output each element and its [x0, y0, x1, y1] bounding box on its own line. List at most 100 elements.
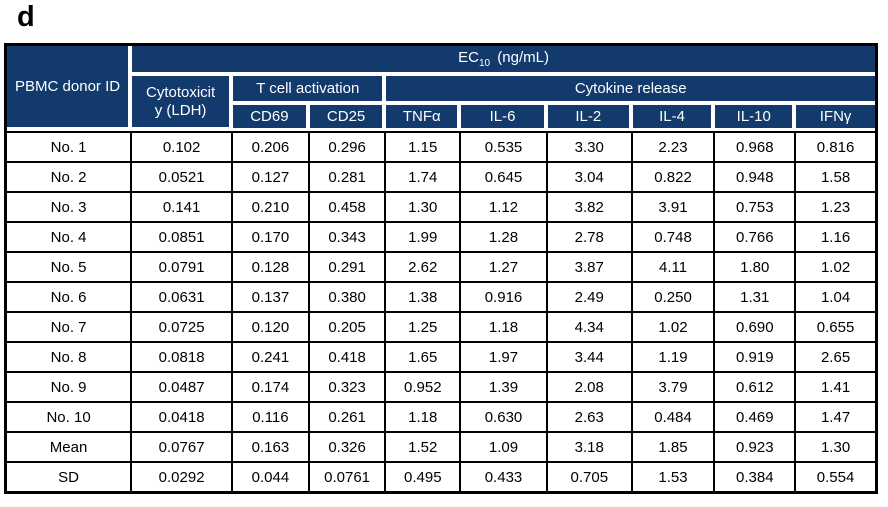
value-cell: 0.968 [715, 131, 797, 161]
table-row: No. 9 0.0487 0.174 0.323 0.952 1.39 2.08 3.79 0.… [7, 371, 875, 401]
value-cell: 0.630 [461, 401, 548, 431]
value-cell: 0.174 [233, 371, 310, 401]
value-cell: 3.04 [547, 161, 633, 191]
value-cell: 0.128 [233, 251, 310, 281]
value-cell: 0.916 [461, 281, 548, 311]
value-cell: 0.554 [796, 461, 875, 491]
value-cell: 0.0725 [132, 311, 234, 341]
donor-id-cell: SD [7, 461, 133, 491]
value-cell: 1.38 [386, 281, 462, 311]
table-row: No. 7 0.0725 0.120 0.205 1.25 1.18 4.34 1.02 0.6… [7, 311, 875, 341]
value-cell: 3.30 [547, 131, 633, 161]
column-group-t-cell-activation: T cell activation [233, 76, 387, 105]
table-row: No. 2 0.0521 0.127 0.281 1.74 0.645 3.04 0.822 0… [7, 161, 875, 191]
value-cell: 4.34 [547, 311, 633, 341]
value-cell: 0.690 [715, 311, 797, 341]
donor-id-cell: No. 5 [7, 251, 133, 281]
value-cell: 1.04 [796, 281, 875, 311]
value-cell: 0.535 [461, 131, 548, 161]
value-cell: 0.0521 [132, 161, 234, 191]
value-cell: 1.12 [461, 191, 548, 221]
value-cell: 1.30 [796, 431, 875, 461]
ec10-prefix: EC [458, 48, 479, 66]
value-cell: 0.0818 [132, 341, 234, 371]
value-cell: 0.0767 [132, 431, 234, 461]
value-cell: 2.62 [386, 251, 462, 281]
value-cell: 0.0292 [132, 461, 234, 491]
table-row: No. 10 0.0418 0.116 0.261 1.18 0.630 2.63 0.484… [7, 401, 875, 431]
value-cell: 0.206 [233, 131, 310, 161]
donor-id-cell: No. 8 [7, 341, 133, 371]
value-cell: 1.28 [461, 221, 548, 251]
value-cell: 0.433 [461, 461, 548, 491]
header-row-2: Cytotoxicit y (LDH) T cell activation Cy… [7, 76, 875, 131]
table-row: No. 5 0.0791 0.128 0.291 2.62 1.27 3.87 4.11 1.8… [7, 251, 875, 281]
value-cell: 0.952 [386, 371, 462, 401]
value-cell: 2.49 [547, 281, 633, 311]
value-cell: 0.137 [233, 281, 310, 311]
column-header-il4: IL-4 [632, 105, 716, 131]
value-cell: 0.655 [796, 311, 875, 341]
value-cell: 1.41 [796, 371, 875, 401]
value-cell: 1.80 [715, 251, 797, 281]
column-header-il10: IL-10 [715, 105, 797, 131]
value-cell: 3.82 [547, 191, 633, 221]
value-cell: 3.44 [547, 341, 633, 371]
value-cell: 1.97 [461, 341, 548, 371]
value-cell: 0.281 [309, 161, 387, 191]
column-header-cd69: CD69 [233, 105, 310, 131]
table-row: Mean 0.0767 0.163 0.326 1.52 1.09 3.18 1.85 0.92… [7, 431, 875, 461]
value-cell: 0.0487 [132, 371, 234, 401]
column-header-il6: IL-6 [461, 105, 548, 131]
value-cell: 1.18 [461, 311, 548, 341]
column-header-ec10: EC10 (ng/mL) [132, 46, 875, 76]
value-cell: 1.16 [796, 221, 875, 251]
value-cell: 0.0631 [132, 281, 234, 311]
ec10-table-container: PBMC donor ID EC10 (ng/mL) Cytotoxicit y… [4, 43, 878, 494]
value-cell: 0.484 [632, 401, 716, 431]
value-cell: 0.0791 [132, 251, 234, 281]
column-header-cytotoxicity-ldh: Cytotoxicit y (LDH) [132, 76, 234, 131]
value-cell: 1.30 [386, 191, 462, 221]
value-cell: 2.08 [547, 371, 633, 401]
value-cell: 0.127 [233, 161, 310, 191]
value-cell: 0.116 [233, 401, 310, 431]
column-header-tnfa: TNFα [386, 105, 462, 131]
value-cell: 0.343 [309, 221, 387, 251]
value-cell: 0.205 [309, 311, 387, 341]
value-cell: 1.47 [796, 401, 875, 431]
value-cell: 0.0761 [309, 461, 387, 491]
table-header: PBMC donor ID EC10 (ng/mL) Cytotoxicit y… [7, 46, 875, 131]
value-cell: 0.458 [309, 191, 387, 221]
value-cell: 0.170 [233, 221, 310, 251]
value-cell: 0.0851 [132, 221, 234, 251]
value-cell: 1.18 [386, 401, 462, 431]
value-cell: 0.748 [632, 221, 716, 251]
value-cell: 0.418 [309, 341, 387, 371]
value-cell: 0.380 [309, 281, 387, 311]
value-cell: 1.15 [386, 131, 462, 161]
value-cell: 1.99 [386, 221, 462, 251]
cytotoxicity-line1: Cytotoxicit [146, 84, 216, 102]
value-cell: 1.65 [386, 341, 462, 371]
donor-id-cell: No. 1 [7, 131, 133, 161]
value-cell: 1.25 [386, 311, 462, 341]
value-cell: 0.919 [715, 341, 797, 371]
table-row: No. 3 0.141 0.210 0.458 1.30 1.12 3.82 3.91 0.75… [7, 191, 875, 221]
value-cell: 0.120 [233, 311, 310, 341]
value-cell: 0.923 [715, 431, 797, 461]
value-cell: 0.645 [461, 161, 548, 191]
table-row: No. 6 0.0631 0.137 0.380 1.38 0.916 2.49 0.250 1… [7, 281, 875, 311]
column-header-cd25: CD25 [309, 105, 387, 131]
value-cell: 1.19 [632, 341, 716, 371]
value-cell: 0.261 [309, 401, 387, 431]
value-cell: 0.384 [715, 461, 797, 491]
value-cell: 1.09 [461, 431, 548, 461]
value-cell: 0.705 [547, 461, 633, 491]
column-group-cytokine-release: Cytokine release [386, 76, 875, 105]
value-cell: 0.753 [715, 191, 797, 221]
donor-id-cell: No. 10 [7, 401, 133, 431]
value-cell: 1.31 [715, 281, 797, 311]
ec10-subscript: 10 [479, 57, 491, 69]
